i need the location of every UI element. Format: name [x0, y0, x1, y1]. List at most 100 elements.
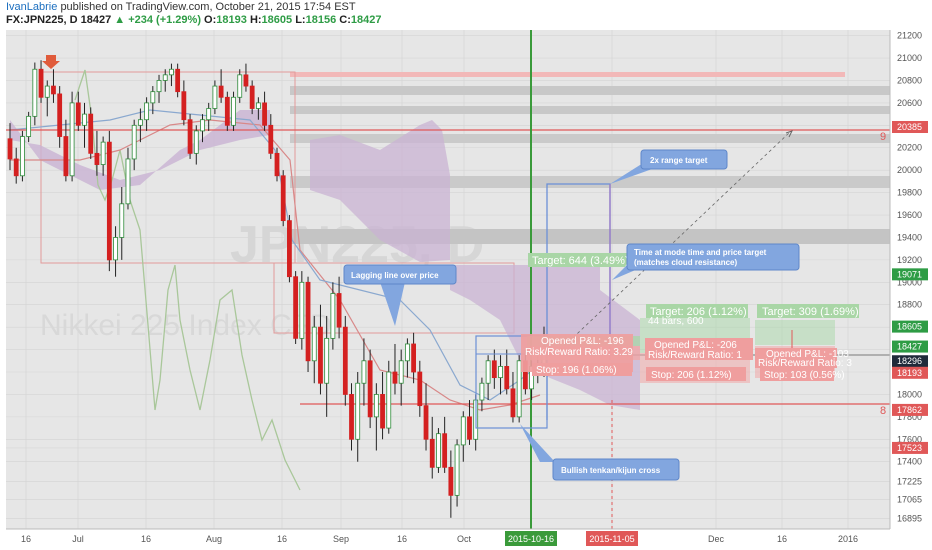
published-text: published on TradingView.com, October 21…	[60, 1, 356, 13]
time-tick-label: 16	[141, 534, 151, 544]
candle-body	[187, 119, 193, 154]
candle-body	[262, 102, 267, 126]
price-badge-label: 18296	[897, 356, 922, 366]
close-value: 18427	[350, 14, 382, 26]
candle-body	[324, 337, 330, 384]
time-tick-label: 16	[777, 534, 787, 544]
candle-body	[243, 74, 249, 87]
svg-text:Bullish tenkan/kijun cross: Bullish tenkan/kijun cross	[561, 466, 661, 475]
candle-body	[293, 276, 299, 339]
candle-body	[231, 96, 236, 126]
candle-body	[193, 130, 199, 154]
candle-body	[436, 433, 441, 468]
candle-body	[342, 326, 348, 395]
candle-body	[88, 113, 94, 154]
candle-body	[274, 152, 280, 177]
candle-body	[26, 115, 32, 137]
candle-body	[106, 141, 112, 261]
price-tick-label: 17400	[897, 457, 922, 467]
price-badge	[892, 120, 928, 133]
open-label: O:	[204, 14, 217, 26]
candle-body	[404, 343, 410, 362]
up-arrow-icon: ▲	[114, 14, 126, 26]
svg-text:Time at mode time and price ta: Time at mode time and price target	[634, 248, 767, 257]
candle-body	[44, 85, 50, 98]
target-label-644: Target: 644 (3.49%)	[528, 253, 636, 267]
trend-projection-line[interactable]	[559, 131, 791, 351]
callout-tenkan-kijun-cross[interactable]: Bullish tenkan/kijun cross	[520, 424, 680, 481]
time-tick-label: 2016	[838, 534, 858, 544]
time-tick-labels: 16 Jul 16 Aug 16 Sep 16 Oct 2015-10-16 2015-11-05…	[21, 531, 858, 546]
candle-body	[386, 371, 392, 429]
candle-body	[498, 366, 503, 379]
price-tick-label: 20800	[897, 75, 922, 85]
callout-time-price-target[interactable]: Time at mode time and price target (matc…	[612, 243, 800, 280]
callout-lagging-line[interactable]: Lagging line over price	[343, 264, 457, 326]
candle-body	[411, 343, 417, 373]
date-badge-label: 2015-10-16	[508, 534, 554, 544]
candle-body	[349, 394, 354, 440]
time-tick-label: Sep	[333, 534, 349, 544]
candle-body	[398, 360, 404, 384]
candle-body	[218, 85, 224, 98]
candle-body	[113, 237, 118, 261]
target-label-309: Target: 309 (1.69%)	[757, 304, 859, 318]
date-badge-label: 2015-11-05	[589, 534, 634, 544]
change-value: +234 (+1.29%)	[128, 14, 201, 26]
time-tick-label: Aug	[206, 534, 222, 544]
candle-body	[417, 371, 423, 407]
high-value: 18605	[261, 14, 293, 26]
date-badge	[586, 531, 638, 546]
candle-body	[255, 102, 261, 109]
price-badge	[892, 403, 928, 416]
time-tick-label: Jul	[72, 534, 84, 544]
candle-body	[51, 85, 56, 95]
price-tick-label: 19600	[897, 210, 922, 220]
price-tick-label: 18000	[897, 389, 922, 399]
candle-body	[224, 96, 230, 126]
time-axis[interactable]	[6, 529, 890, 550]
price-badge-label: 18193	[897, 368, 922, 378]
candle-body	[485, 360, 491, 384]
price-badge-label: 17862	[897, 405, 922, 415]
level-9-label: 9	[880, 131, 886, 143]
time-tick-label: 16	[277, 534, 287, 544]
price-tick-label: 21200	[897, 31, 922, 41]
candle-body	[442, 433, 448, 468]
price-tick-label: 19400	[897, 232, 922, 242]
candle-body	[7, 138, 13, 160]
candle-body	[299, 281, 305, 339]
open-value: 18193	[216, 14, 247, 26]
price-badge-label: 17523	[897, 443, 922, 453]
candle-body	[361, 360, 367, 384]
candle-body	[150, 91, 156, 104]
candle-body	[131, 124, 137, 160]
candle-body	[38, 68, 44, 98]
price-badge	[892, 320, 928, 333]
candle-body	[175, 68, 181, 93]
symbol-label[interactable]: FX:JPN225, D	[6, 14, 78, 26]
callout-range-target[interactable]: 2x range target	[610, 149, 728, 184]
range-box-1[interactable]	[40, 71, 296, 264]
candle-body	[467, 416, 472, 440]
last-price: 18427	[80, 14, 112, 26]
author-link[interactable]: IvanLabrie	[6, 1, 58, 13]
price-tick-label: 17225	[897, 476, 922, 486]
candle-body	[181, 91, 187, 121]
low-value: 18156	[305, 14, 337, 26]
svg-text:Risk/Reward Ratio: 3.29: Risk/Reward Ratio: 3.29	[525, 347, 633, 358]
target-label-206: Target: 206 (1.12%)	[646, 304, 748, 318]
down-arrow-icon[interactable]	[42, 55, 60, 69]
stop-label-206: Stop: 206 (1.12%)	[646, 367, 746, 381]
candle-body	[32, 68, 38, 117]
high-label: H:	[249, 14, 262, 26]
chart-header: IvanLabrie published on TradingView.com,…	[0, 0, 932, 28]
candle-body	[57, 93, 63, 137]
svg-text:Target: 309 (1.69%): Target: 309 (1.69%)	[762, 306, 859, 318]
candle-body	[125, 158, 131, 205]
tenkan-line	[9, 109, 546, 401]
candle-body	[392, 371, 398, 384]
candle-body	[311, 326, 317, 362]
svg-text:Stop: 206 (1.12%): Stop: 206 (1.12%)	[651, 370, 732, 381]
